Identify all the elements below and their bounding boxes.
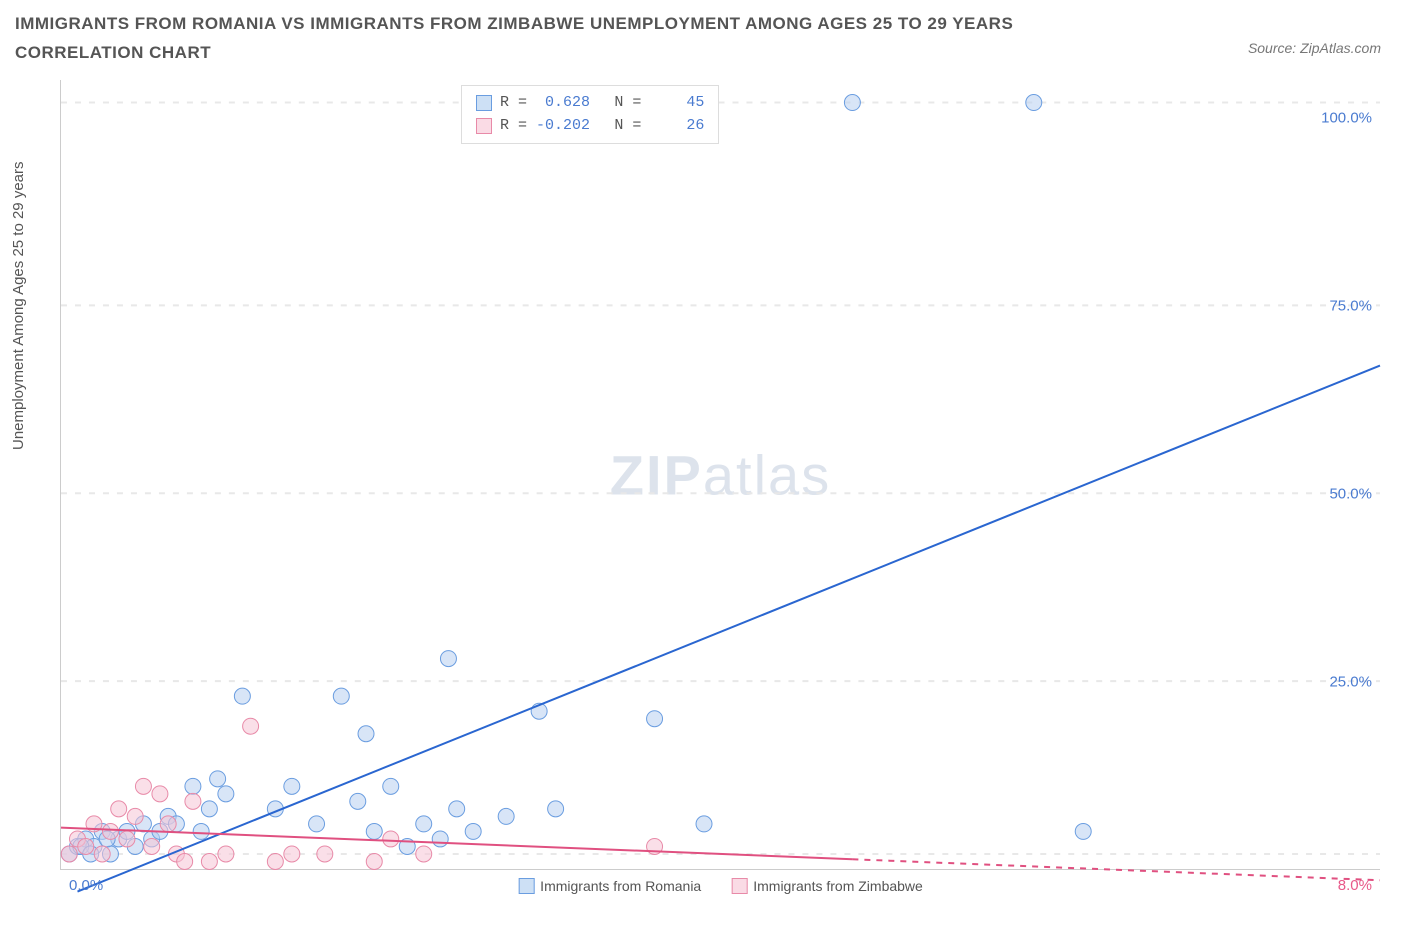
stats-r-value: -0.202	[535, 115, 590, 138]
legend-swatch	[518, 878, 534, 894]
stats-r-value: 0.628	[535, 92, 590, 115]
stats-r-label: R =	[500, 92, 527, 115]
x-tick-max: 8.0%	[1338, 877, 1372, 894]
chart-svg	[61, 80, 1380, 869]
source-attribution: Source: ZipAtlas.com	[1248, 40, 1381, 56]
legend-bottom: Immigrants from Romania Immigrants from Z…	[518, 878, 923, 894]
y-tick-right: 75.0%	[1329, 297, 1372, 314]
stats-n-value: 45	[649, 92, 704, 115]
stats-n-label: N =	[614, 92, 641, 115]
stats-swatch	[476, 95, 492, 111]
stats-n-value: 26	[649, 115, 704, 138]
stats-swatch	[476, 118, 492, 134]
y-axis-label: Unemployment Among Ages 25 to 29 years	[10, 161, 27, 450]
legend-swatch	[731, 878, 747, 894]
stats-r-label: R =	[500, 115, 527, 138]
legend-label: Immigrants from Romania	[540, 878, 701, 894]
stats-n-label: N =	[614, 115, 641, 138]
y-tick-right: 25.0%	[1329, 673, 1372, 690]
stats-row: R = -0.202 N = 26	[476, 115, 704, 138]
y-tick-right: 100.0%	[1321, 109, 1372, 126]
y-tick-right: 50.0%	[1329, 485, 1372, 502]
stats-row: R = 0.628 N = 45	[476, 92, 704, 115]
legend-item: Immigrants from Zimbabwe	[731, 878, 923, 894]
plot-area: ZIPatlas 25.0%50.0%75.0%100.0% 0.0% 8.0%…	[60, 80, 1380, 870]
legend-item: Immigrants from Romania	[518, 878, 701, 894]
stats-box: R = 0.628 N = 45 R = -0.202 N = 26	[461, 85, 719, 144]
chart-title: IMMIGRANTS FROM ROMANIA VS IMMIGRANTS FR…	[15, 10, 1115, 68]
legend-label: Immigrants from Zimbabwe	[753, 878, 923, 894]
x-tick-min: 0.0%	[69, 877, 103, 894]
